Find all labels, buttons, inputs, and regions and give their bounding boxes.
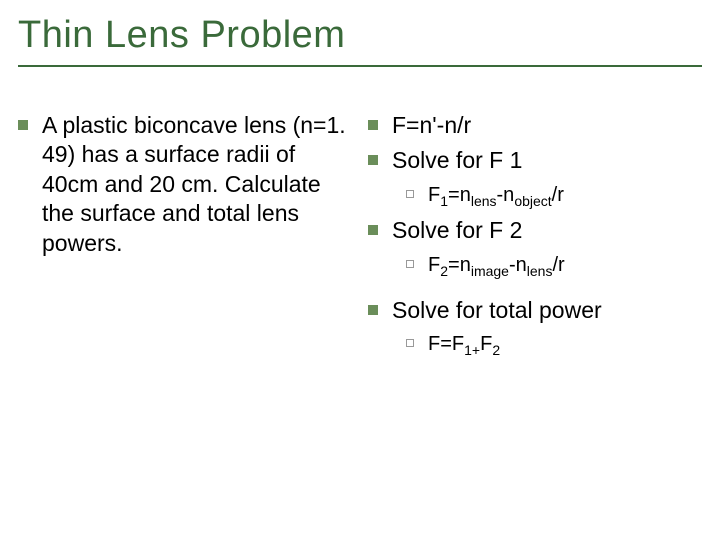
solve-total-row: Solve for total power	[368, 296, 698, 325]
total-formula-row: F=F1+F2	[368, 331, 698, 359]
problem-bullet: A plastic biconcave lens (n=1. 49) has a…	[18, 111, 348, 258]
solve-f1-row: Solve for F 1	[368, 146, 698, 175]
square-bullet-icon	[368, 155, 378, 165]
solve-f2-row: Solve for F 2	[368, 216, 698, 245]
slide-title: Thin Lens Problem	[18, 10, 702, 67]
left-column: A plastic biconcave lens (n=1. 49) has a…	[18, 111, 348, 365]
eq1-text: F=n'-n/r	[392, 111, 471, 140]
square-bullet-icon	[368, 225, 378, 235]
slide: Thin Lens Problem A plastic biconcave le…	[0, 0, 720, 540]
square-bullet-icon	[368, 305, 378, 315]
right-column: F=n'-n/r Solve for F 1 F1=nlens-nobject/…	[368, 111, 698, 365]
f2-formula-text: F2=nimage-nlens/r	[428, 252, 565, 280]
solve-f1-text: Solve for F 1	[392, 146, 522, 175]
hollow-square-icon	[406, 190, 414, 198]
solve-f2-text: Solve for F 2	[392, 216, 522, 245]
solve-total-text: Solve for total power	[392, 296, 602, 325]
content-columns: A plastic biconcave lens (n=1. 49) has a…	[18, 111, 702, 365]
f1-formula-row: F1=nlens-nobject/r	[368, 182, 698, 210]
f2-formula-row: F2=nimage-nlens/r	[368, 252, 698, 280]
f1-formula-text: F1=nlens-nobject/r	[428, 182, 564, 210]
problem-text: A plastic biconcave lens (n=1. 49) has a…	[42, 111, 348, 258]
eq1-row: F=n'-n/r	[368, 111, 698, 140]
hollow-square-icon	[406, 260, 414, 268]
total-formula-text: F=F1+F2	[428, 331, 500, 359]
square-bullet-icon	[368, 120, 378, 130]
square-bullet-icon	[18, 120, 28, 130]
hollow-square-icon	[406, 339, 414, 347]
